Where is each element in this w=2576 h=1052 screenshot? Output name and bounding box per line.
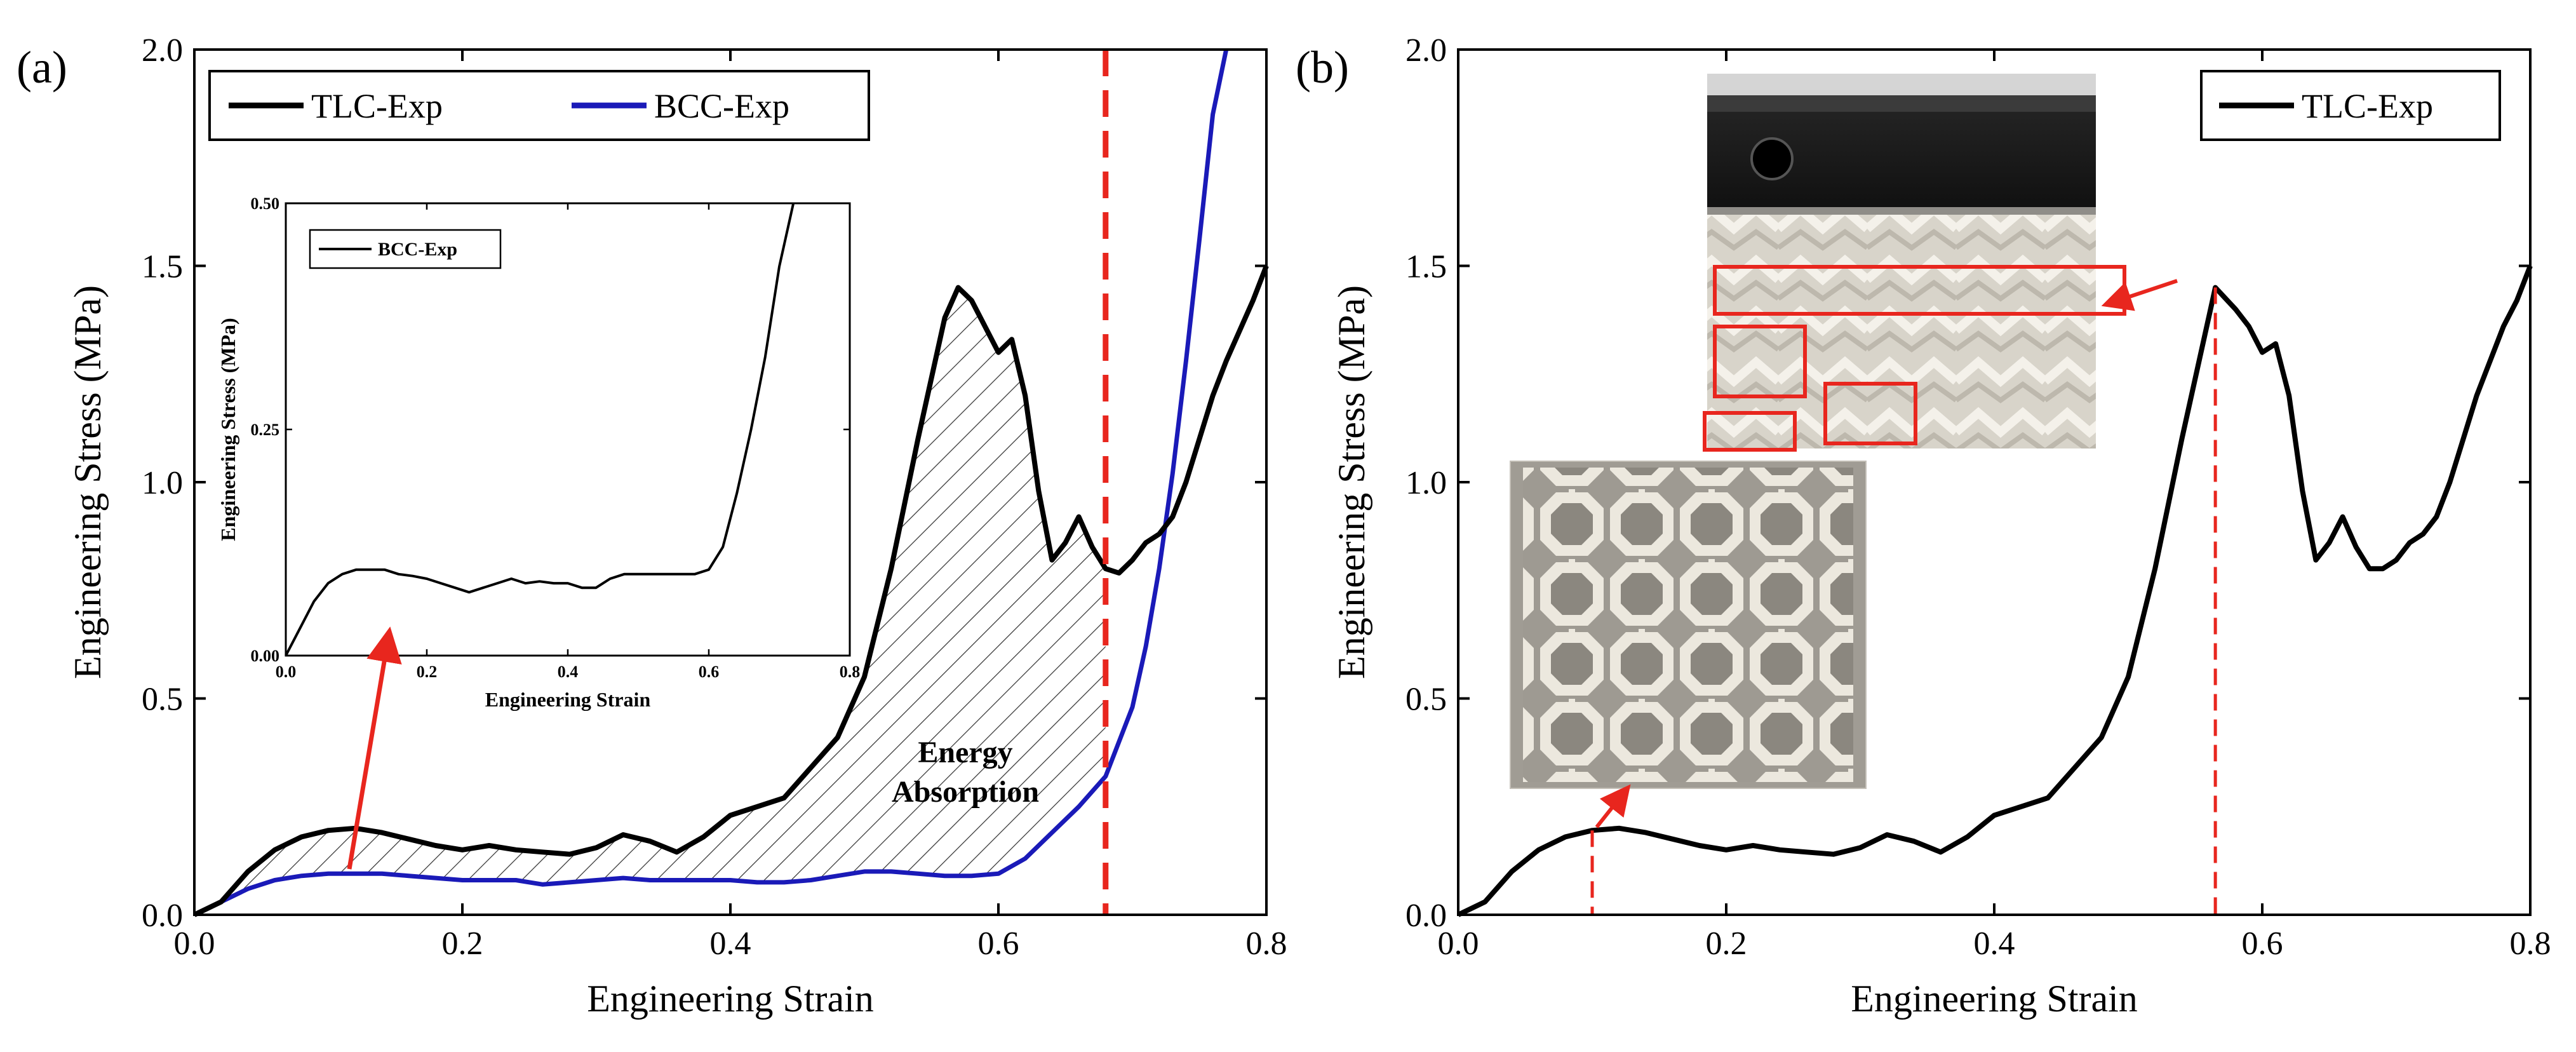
energy-label-line1: Energy bbox=[918, 736, 1012, 769]
undeformed-lattice-photo bbox=[1510, 461, 1867, 789]
panel-b: 0.0 0.2 0.4 0.6 0.8 0.0 0.5 1.0 1.5 2.0 Engineerin… bbox=[1331, 32, 2551, 1020]
x-tick-label: 0.2 bbox=[442, 926, 483, 962]
y-tick-label: 2.0 bbox=[1405, 32, 1447, 69]
x-axis-title: Engineering Strain bbox=[587, 978, 874, 1020]
x-tick-label: 0.4 bbox=[1974, 926, 2015, 962]
y-tick-label: 1.0 bbox=[142, 465, 183, 501]
legend-a: TLC-Exp BCC-Exp bbox=[208, 70, 870, 141]
x-axis-title: Engineering Strain bbox=[1851, 978, 2138, 1020]
y-axis-title: Engineering Stress (MPa) bbox=[217, 318, 239, 541]
y-tick-label: 0.25 bbox=[251, 421, 280, 439]
y-tick-label: 0.50 bbox=[251, 194, 280, 213]
x-tick-label: 0.6 bbox=[699, 663, 720, 681]
panel-a: 0.0 0.2 0.4 0.6 0.8 0.0 0.5 1.0 1.5 2.0 Engineerin… bbox=[67, 32, 1287, 1020]
x-tick-label: 0.6 bbox=[978, 926, 1019, 962]
y-tick-label: 0.5 bbox=[1405, 682, 1447, 718]
highlight-box-2 bbox=[1713, 325, 1807, 398]
legend-box-a bbox=[208, 70, 870, 141]
y-tick-label: 1.5 bbox=[142, 249, 183, 285]
x-tick-label: 0.4 bbox=[558, 663, 579, 681]
legend-label-tlc: TLC-Exp bbox=[311, 87, 443, 125]
y-axis-title: Engineering Stress (MPa) bbox=[1331, 285, 1372, 679]
initial-pointer-arrow bbox=[1595, 784, 1631, 828]
y-axis-title: Engineering Stress (MPa) bbox=[67, 285, 109, 679]
legend-label-bcc: BCC-Exp bbox=[654, 87, 789, 125]
tlc-exp-line bbox=[193, 265, 1269, 917]
x-tick-label: 0.4 bbox=[710, 926, 751, 962]
y-tick-label: 0.00 bbox=[251, 647, 280, 665]
panel-label-b: (b) bbox=[1296, 42, 1349, 93]
tlc-exp-line-b bbox=[1457, 265, 2533, 917]
x-tick-label: 0.6 bbox=[2242, 926, 2283, 962]
y-tick-label: 0.5 bbox=[142, 682, 183, 718]
bcc-exp-line bbox=[193, 49, 1229, 917]
y-tick-label: 2.0 bbox=[142, 32, 183, 69]
y-tick-label: 1.5 bbox=[1405, 249, 1447, 285]
peak-pointer-arrow bbox=[2101, 279, 2178, 311]
y-tick-label: 1.0 bbox=[1405, 465, 1447, 501]
energy-label-line2: Absorption bbox=[892, 775, 1039, 809]
highlight-box-3 bbox=[1823, 382, 1917, 445]
inset-legend-label: BCC-Exp bbox=[378, 239, 457, 260]
x-tick-label: 0.0 bbox=[1438, 926, 1479, 962]
x-axis-title: Engineering Strain bbox=[485, 688, 651, 711]
energy-absorption-hatch bbox=[194, 287, 1106, 915]
y-tick-label: 0.0 bbox=[1405, 898, 1447, 934]
highlight-box-4 bbox=[1703, 411, 1797, 452]
x-tick-label: 0.8 bbox=[840, 663, 861, 681]
x-tick-label: 0.8 bbox=[1246, 926, 1287, 962]
inset-bcc-line bbox=[285, 203, 795, 656]
inset-chart: 0.0 0.2 0.4 0.6 0.8 0.00 0.25 0.50 Engineering S… bbox=[217, 194, 860, 711]
panel-label-a: (a) bbox=[17, 42, 67, 93]
legend-b: TLC-Exp bbox=[2200, 70, 2501, 141]
compression-test-photo bbox=[1703, 74, 2126, 452]
x-tick-label: 0.2 bbox=[1706, 926, 1747, 962]
x-tick-label: 0.0 bbox=[276, 663, 297, 681]
x-tick-label: 0.2 bbox=[417, 663, 438, 681]
x-tick-label: 0.0 bbox=[174, 926, 215, 962]
x-tick-label: 0.8 bbox=[2510, 926, 2551, 962]
inset-pointer-arrow bbox=[347, 626, 402, 870]
y-tick-label: 0.0 bbox=[142, 898, 183, 934]
legend-label-tlc-b: TLC-Exp bbox=[2302, 87, 2433, 125]
